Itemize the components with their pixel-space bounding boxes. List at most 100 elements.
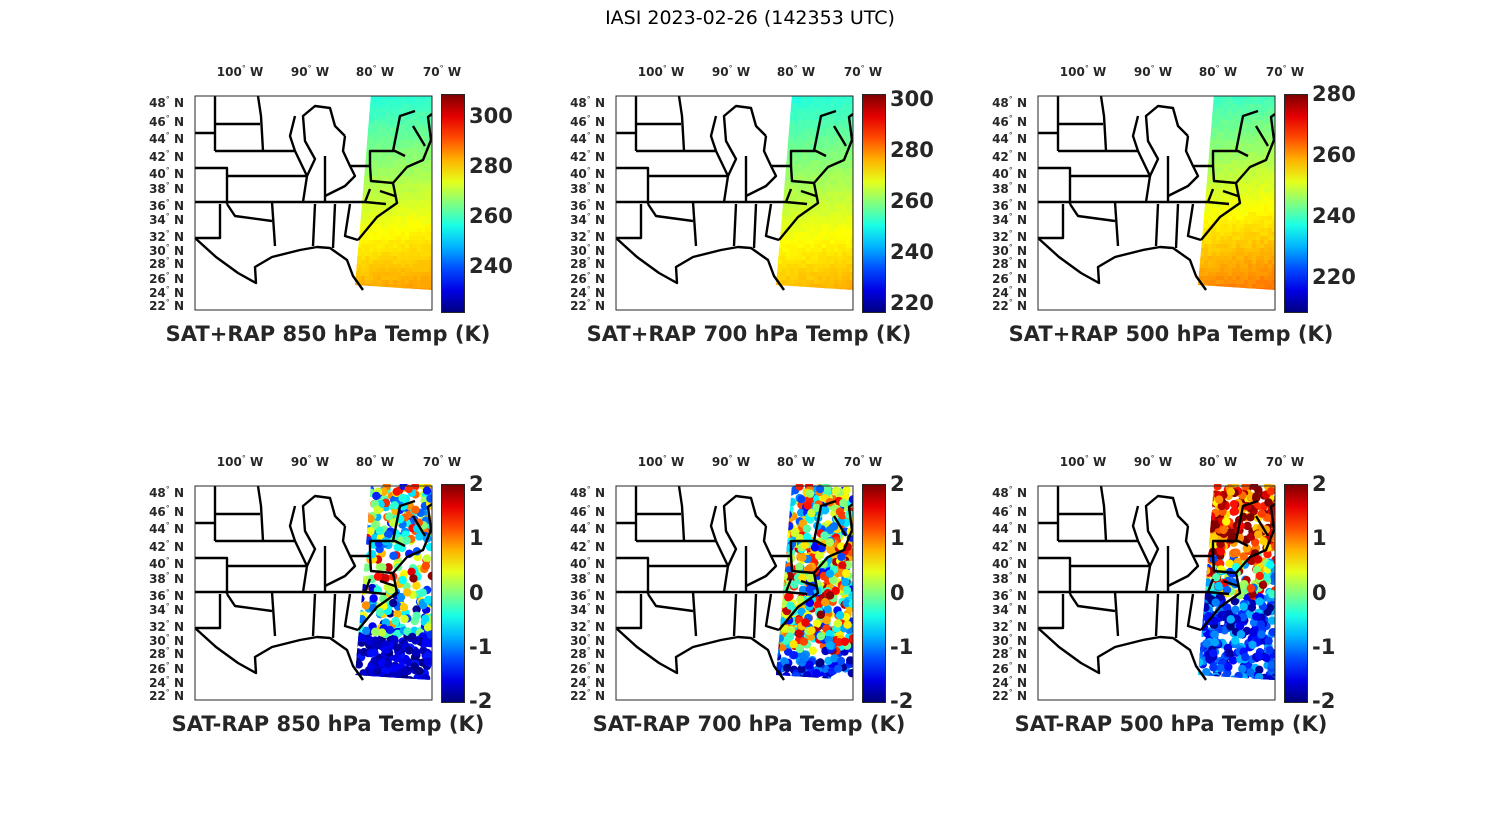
lat-tick-label: 40° N: [134, 166, 184, 181]
lat-hemisphere: N: [1016, 603, 1027, 617]
lat-value: 30: [570, 634, 587, 648]
lat-tick-label: 44° N: [134, 521, 184, 536]
lat-hemisphere: N: [1016, 505, 1027, 519]
colorbar-tick-label: -1: [890, 634, 914, 659]
lat-value: 34: [149, 603, 166, 617]
lat-hemisphere: N: [1016, 572, 1027, 586]
degree-symbol: °: [1008, 633, 1013, 642]
degree-symbol: °: [860, 64, 865, 73]
lat-hemisphere: N: [173, 272, 184, 286]
colorbar-tick-label: 260: [1312, 143, 1356, 168]
lat-hemisphere: N: [1016, 589, 1027, 603]
lat-tick-label: 30° N: [977, 633, 1027, 648]
lat-value: 48: [992, 486, 1009, 500]
state-boundaries: [615, 95, 854, 291]
lat-tick-label: 36° N: [555, 588, 605, 603]
map-plot: [1037, 95, 1276, 311]
colorbar-tick-label: 2: [1312, 472, 1327, 496]
degree-symbol: °: [1008, 114, 1013, 123]
degree-symbol: °: [586, 181, 591, 190]
degree-symbol: °: [1008, 485, 1013, 494]
colorbar-tick-label: 1: [469, 526, 484, 551]
lat-tick-label: 46° N: [555, 114, 605, 129]
lat-hemisphere: N: [594, 115, 605, 129]
lat-hemisphere: N: [173, 505, 184, 519]
lat-tick-label: 28° N: [555, 646, 605, 661]
degree-symbol: °: [586, 646, 591, 655]
lat-value: 24: [992, 286, 1009, 300]
lat-value: 32: [570, 230, 587, 244]
lat-value: 34: [149, 213, 166, 227]
lon-tick-label: 70° W: [1266, 454, 1304, 469]
lat-hemisphere: N: [1016, 647, 1027, 661]
lat-value: 36: [149, 199, 166, 213]
lat-tick-label: 42° N: [555, 539, 605, 554]
lon-hemisphere: W: [1093, 455, 1107, 469]
lat-tick-label: 30° N: [555, 243, 605, 258]
lon-tick-label: 90° W: [291, 64, 329, 79]
lat-tick-label: 40° N: [134, 556, 184, 571]
state-boundaries: [1037, 485, 1276, 681]
lat-value: 44: [149, 522, 166, 536]
lon-value: 70: [843, 455, 861, 469]
lon-tick-label: 100° W: [217, 64, 264, 79]
colorbar-tick-label: -2: [469, 689, 493, 713]
lat-hemisphere: N: [594, 634, 605, 648]
degree-symbol: °: [1215, 64, 1220, 73]
lat-value: 42: [992, 540, 1009, 554]
lat-hemisphere: N: [1016, 199, 1027, 213]
map-plot: [615, 95, 854, 311]
lat-hemisphere: N: [1016, 540, 1027, 554]
lon-value: 100: [637, 455, 663, 469]
lon-tick-label: 80° W: [1199, 454, 1237, 469]
lon-hemisphere: W: [1158, 65, 1173, 79]
lon-value: 90: [711, 455, 729, 469]
lat-value: 44: [992, 522, 1009, 536]
degree-symbol: °: [165, 229, 170, 238]
lon-hemisphere: W: [1158, 455, 1173, 469]
lat-value: 32: [992, 620, 1009, 634]
lat-hemisphere: N: [173, 603, 184, 617]
lon-hemisphere: W: [250, 455, 264, 469]
lon-hemisphere: W: [315, 65, 330, 79]
degree-symbol: °: [241, 454, 246, 463]
lat-hemisphere: N: [1016, 272, 1027, 286]
lon-value: 100: [1059, 455, 1085, 469]
lat-value: 22: [992, 299, 1009, 313]
lat-hemisphere: N: [594, 132, 605, 146]
lat-value: 24: [992, 676, 1009, 690]
lat-value: 40: [570, 167, 587, 181]
lat-tick-label: 48° N: [977, 485, 1027, 500]
lat-value: 42: [149, 540, 166, 554]
lat-value: 44: [992, 132, 1009, 146]
degree-symbol: °: [586, 675, 591, 684]
lon-value: 100: [637, 65, 663, 79]
lat-value: 28: [149, 647, 166, 661]
lat-hemisphere: N: [594, 662, 605, 676]
degree-symbol: °: [1008, 521, 1013, 530]
colorbar-tick-label: 2: [890, 472, 905, 496]
degree-symbol: °: [165, 181, 170, 190]
lat-value: 40: [149, 557, 166, 571]
lat-hemisphere: N: [594, 557, 605, 571]
lon-tick-label: 80° W: [777, 454, 815, 469]
degree-symbol: °: [165, 539, 170, 548]
lat-tick-label: 32° N: [977, 619, 1027, 634]
lon-hemisphere: W: [1223, 65, 1238, 79]
lon-value: 80: [776, 65, 794, 79]
lat-hemisphere: N: [594, 199, 605, 213]
lon-value: 80: [1198, 65, 1216, 79]
lat-tick-label: 22° N: [134, 298, 184, 313]
lat-tick-label: 46° N: [134, 114, 184, 129]
lon-tick-label: 80° W: [1199, 64, 1237, 79]
map-plot: [615, 484, 854, 701]
lat-value: 28: [149, 257, 166, 271]
lat-hemisphere: N: [594, 150, 605, 164]
lat-hemisphere: N: [594, 676, 605, 690]
lat-tick-label: 34° N: [134, 602, 184, 617]
lat-tick-label: 42° N: [134, 539, 184, 554]
map-panel-5: 48° N 46° N 44° N 42° N 40° N 38° N 36° N 34° N…: [546, 446, 966, 806]
state-boundaries: [615, 485, 854, 681]
lat-hemisphere: N: [594, 96, 605, 110]
lat-value: 32: [570, 620, 587, 634]
